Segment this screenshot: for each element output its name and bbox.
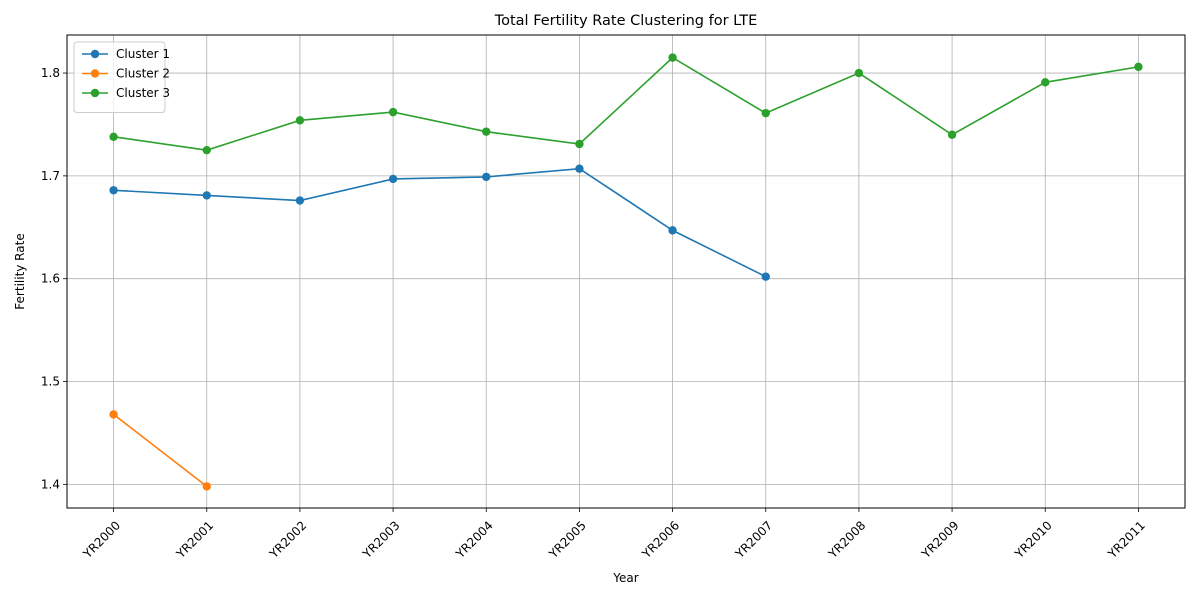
- legend-label: Cluster 3: [116, 86, 170, 100]
- legend-label: Cluster 2: [116, 67, 170, 81]
- data-point: [668, 53, 677, 62]
- series-line: [113, 167, 767, 278]
- y-axis-ticks: 1.4 1.5 1.6 1.7 1.8: [41, 66, 67, 491]
- data-point: [202, 482, 211, 491]
- data-point: [1134, 62, 1143, 72]
- legend-label: Cluster 1: [116, 47, 170, 61]
- grid-lines: [67, 35, 1185, 508]
- data-point: [854, 68, 864, 78]
- data-point: [109, 410, 118, 419]
- chart-title: Total Fertility Rate Clustering for LTE: [494, 13, 758, 29]
- legend-swatch-marker: [90, 49, 100, 59]
- data-point: [295, 196, 305, 205]
- data-point: [388, 107, 398, 117]
- series-layer: [109, 53, 1143, 491]
- series-1: [109, 164, 770, 281]
- data-point: [295, 116, 305, 125]
- data-point: [109, 186, 118, 195]
- data-point: [109, 132, 118, 141]
- data-point: [482, 172, 491, 182]
- legend-swatch-marker: [90, 69, 100, 78]
- series-line: [113, 56, 1139, 151]
- data-point: [202, 145, 211, 155]
- plot-frame: [66, 34, 1186, 509]
- data-point: [947, 130, 957, 139]
- y-tick-label: 1.4: [41, 477, 60, 491]
- y-tick-label: 1.6: [41, 272, 60, 286]
- data-point: [575, 164, 584, 173]
- data-point: [761, 272, 770, 281]
- data-point: [761, 108, 770, 118]
- y-tick-label: 1.7: [41, 169, 60, 183]
- y-tick-label: 1.5: [41, 375, 60, 389]
- data-point: [482, 127, 491, 136]
- legend: Cluster 1 Cluster 2 Cluster 3: [73, 41, 170, 113]
- data-point: [575, 139, 584, 149]
- legend-swatch-marker: [90, 88, 100, 98]
- data-point: [388, 174, 398, 184]
- data-point: [202, 191, 211, 200]
- y-axis-label: Fertility Rate: [13, 233, 27, 309]
- series-3: [109, 53, 1143, 155]
- y-tick-label: 1.8: [41, 66, 60, 80]
- data-point: [668, 226, 677, 235]
- series-line: [113, 413, 208, 488]
- x-axis-label: Year: [612, 571, 638, 585]
- data-point: [1041, 78, 1050, 87]
- series-2: [109, 410, 211, 491]
